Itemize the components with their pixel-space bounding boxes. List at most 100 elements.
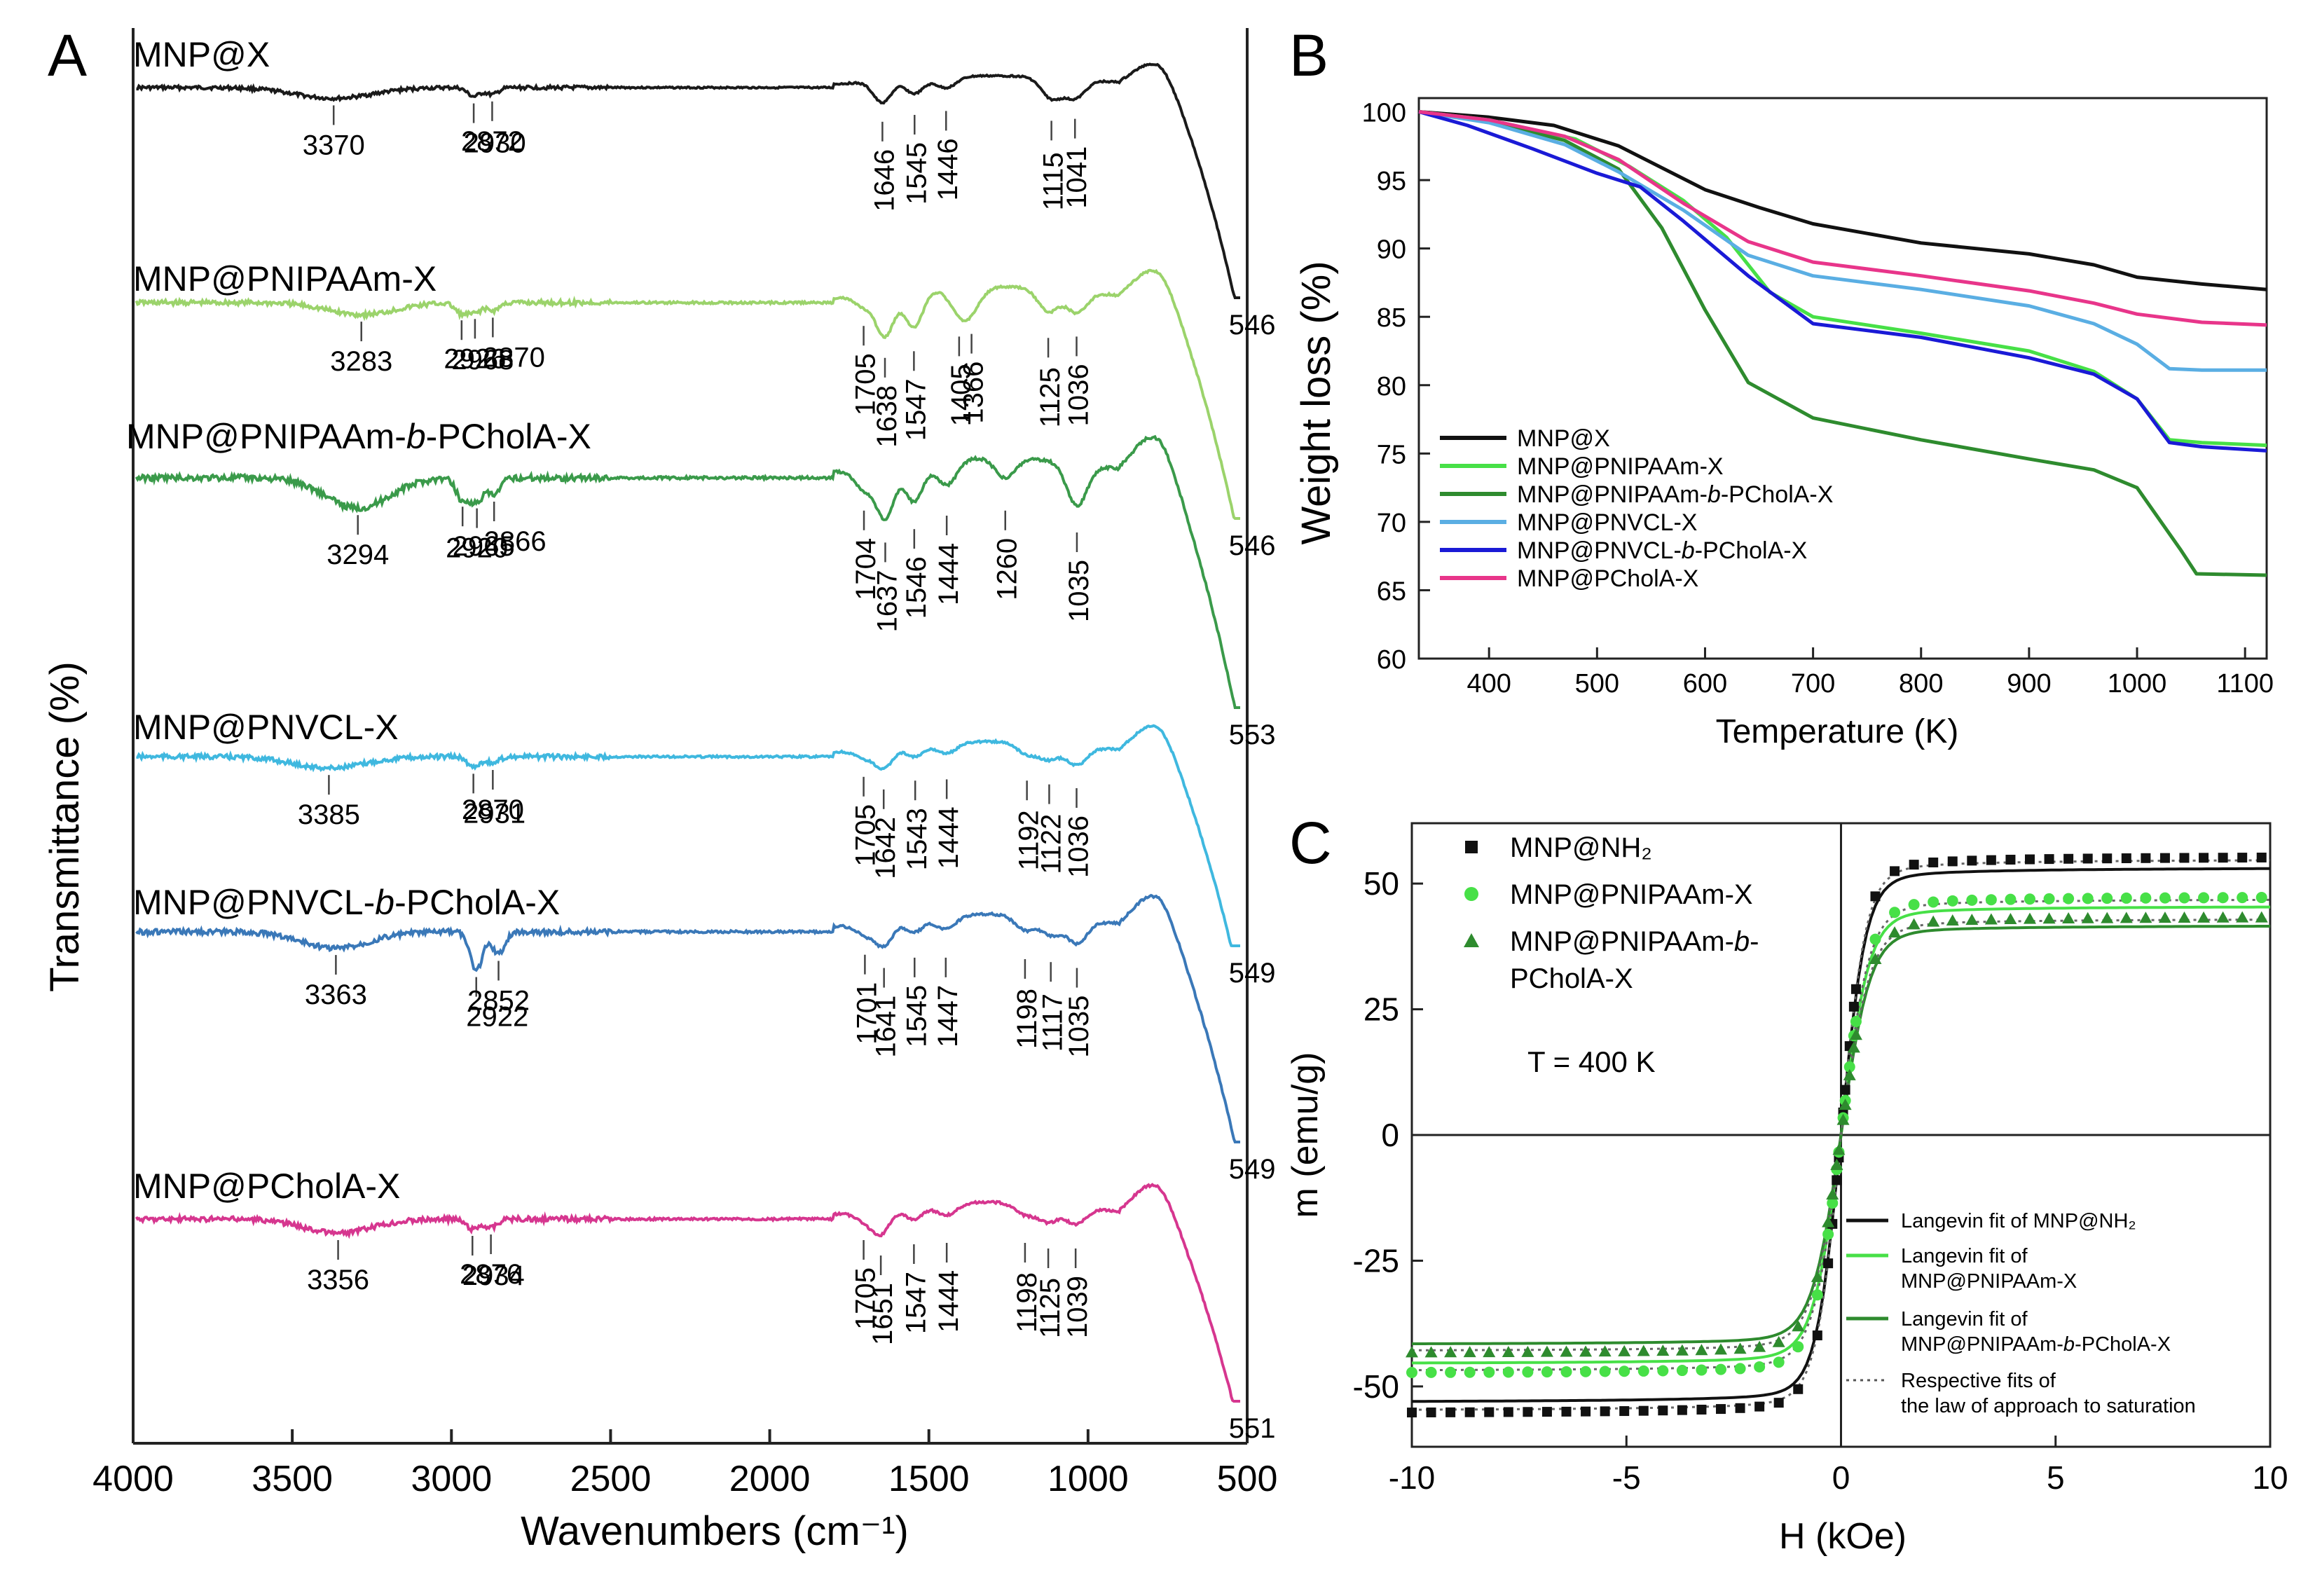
marker-series-circle [1406, 892, 2267, 1378]
panel-a-ftir: Transmittance (%) Wavenumbers (cm⁻¹) 400… [42, 28, 1277, 1554]
data-point-square [1848, 1001, 1859, 1012]
data-point-circle [2159, 892, 2171, 904]
peak-label: 2930 [464, 128, 526, 159]
data-point-circle [1985, 894, 1997, 906]
data-point-square [1696, 1404, 1707, 1415]
data-point-triangle [1847, 1041, 1860, 1053]
legend-label-b: MNP@PNIPAAm-b-PCholA-X [1517, 481, 1833, 508]
data-point-triangle [1675, 1344, 1689, 1356]
data-point-triangle [2178, 911, 2191, 923]
data-point-circle [1619, 1365, 1630, 1377]
data-point-square [1773, 1398, 1784, 1408]
y-tick-label-b: 95 [1377, 167, 1406, 196]
peak-label: 1260 [992, 538, 1023, 600]
data-point-triangle [1637, 1344, 1650, 1356]
temperature-annotation: T = 400 K [1527, 1045, 1656, 1078]
x-tick-label-a: 1000 [1047, 1459, 1129, 1499]
trace-title: MNP@PNVCL-b-PCholA-X [133, 883, 560, 922]
legend-label-b: MNP@PCholA-X [1517, 565, 1698, 592]
tga-series-line [1418, 110, 2267, 327]
data-point-triangle [1502, 1345, 1515, 1357]
data-point-circle [2101, 893, 2113, 904]
data-point-triangle [1826, 1188, 1839, 1200]
panel-letter-a: A [48, 22, 87, 88]
legend-marker-label: PCholA-X [1510, 963, 1633, 994]
trace-title: MNP@PNIPAAm-b-PCholA-X [126, 417, 591, 456]
ftir-trace-line [135, 1183, 1240, 1403]
y-tick-label-c: -50 [1353, 1368, 1399, 1405]
data-point-square [1541, 1407, 1552, 1417]
plot-border-b [1417, 97, 2268, 660]
data-point-triangle [1869, 953, 1882, 965]
y-tick-label-c: -25 [1353, 1242, 1399, 1279]
data-point-circle [1773, 1356, 1785, 1368]
legend-marker-label: MNP@NH₂ [1510, 832, 1652, 863]
x-tick-label-b: 400 [1466, 669, 1511, 699]
peak-label: 1198 [1012, 1272, 1043, 1333]
peak-label: 1444 [933, 806, 964, 869]
data-point-square [1832, 1175, 1842, 1185]
data-point-circle [1850, 1015, 1862, 1027]
data-point-triangle [1579, 1345, 1593, 1357]
data-point-circle [1869, 933, 1881, 945]
data-point-circle [2024, 893, 2035, 905]
data-point-square [1464, 1407, 1475, 1417]
data-point-square [1523, 1407, 1533, 1417]
marker-series-square [1407, 852, 2267, 1418]
plot-frame-b: 400 500 600 700 800 900 1000 1100 60 65 70 75 80 85 90… [1362, 97, 2274, 699]
peak-label: 1543 [902, 808, 933, 870]
data-point-triangle [1772, 1335, 1785, 1347]
data-point-triangle [1618, 1344, 1631, 1356]
data-point-triangle [2101, 911, 2114, 923]
peak-label: 1125 [1035, 1278, 1066, 1338]
legend-label-b: MNP@PNIPAAm-X [1517, 453, 1724, 480]
data-point-square [2218, 853, 2228, 863]
end-wavenumber-label: 553 [1229, 720, 1276, 750]
data-point-square [1407, 1408, 1417, 1418]
peak-label: 1705 [851, 1267, 881, 1330]
data-point-square [2141, 853, 2151, 863]
data-point-square [2159, 853, 2170, 863]
legend-fits-c: Langevin fit of MNP@NH₂ Langevin fit of MN… [1846, 1210, 2196, 1417]
data-point-triangle [1849, 1029, 1862, 1040]
data-point-triangle [1483, 1346, 1496, 1358]
peak-label: 1041 [1062, 146, 1092, 209]
peak-label: 3294 [327, 539, 389, 570]
data-point-square [1890, 866, 1900, 876]
peak-label: 1036 [1064, 364, 1094, 426]
data-point-triangle [1830, 1158, 1843, 1170]
x-tick-label-b: 1000 [2108, 669, 2167, 699]
plot-frame-a: 4000 3500 3000 2500 2000 1500 1000 500 [92, 28, 1277, 1499]
legend-fit-label: Respective fits of [1901, 1370, 2056, 1392]
x-tick-label-b: 900 [2007, 669, 2051, 699]
peak-label: 1547 [900, 378, 931, 441]
data-point-square [1677, 1405, 1687, 1415]
peak-label: 1117 [1038, 993, 1069, 1052]
peak-label: 1125 [1035, 367, 1066, 427]
peak-label: 1641 [871, 996, 902, 1058]
data-point-triangle [1733, 1342, 1747, 1354]
data-point-circle [1657, 1365, 1669, 1377]
y-tick-label-b: 80 [1377, 372, 1406, 401]
data-point-circle [1406, 1366, 1417, 1378]
data-point-triangle [2197, 911, 2211, 923]
data-point-circle [2043, 893, 2055, 904]
x-tick-label-a: 4000 [92, 1459, 174, 1499]
trace-title: MNP@PCholA-X [133, 1167, 400, 1206]
data-point-circle [1464, 1366, 1476, 1378]
peak-label: 1035 [1064, 560, 1094, 622]
data-point-square [1735, 1403, 1745, 1413]
data-point-triangle [1463, 1346, 1476, 1358]
data-point-square [2237, 853, 2248, 863]
y-tick-label-b: 90 [1377, 235, 1406, 265]
y-tick-label-b: 100 [1362, 99, 1406, 128]
data-point-circle [2082, 893, 2094, 904]
trace-title: MNP@PNIPAAm-X [133, 259, 437, 298]
data-point-triangle [1715, 1343, 1727, 1355]
peak-label: 2922 [466, 1002, 528, 1033]
x-tick-label-a: 3500 [252, 1459, 333, 1499]
legend-fit-label: Langevin fit of [1901, 1245, 2028, 1267]
data-point-triangle [1540, 1345, 1553, 1357]
